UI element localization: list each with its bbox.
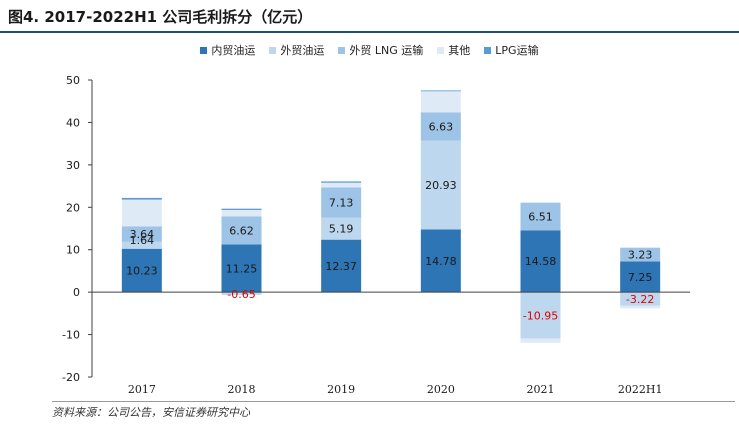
bar-segment-2020 (420, 91, 461, 113)
bar-segment-2018 (221, 244, 262, 293)
data-label: -3.22 (626, 293, 654, 306)
x-tick-label: 2017 (128, 383, 156, 396)
bar-segment-2018 (221, 208, 262, 210)
data-label: 20.93 (425, 179, 457, 192)
x-tick-label: 2022H1 (618, 383, 663, 396)
bar-segment-2020 (420, 140, 461, 230)
x-tick-label: 2021 (527, 383, 555, 396)
bar-segment-2021 (520, 230, 561, 293)
bar-segment-2019 (321, 239, 362, 293)
bar-segment-2020 (420, 229, 461, 293)
y-tick-label: 10 (66, 244, 80, 257)
legend-label: 外贸 LNG 运输 (349, 44, 424, 57)
legend-label: 内贸油运 (211, 44, 256, 57)
source-divider (52, 401, 735, 402)
bar-segment-2022H1 (620, 261, 661, 293)
legend-item-foreign-lng: 外贸 LNG 运输 (338, 42, 423, 58)
x-tick-label: 2019 (327, 383, 355, 396)
data-label: 1.64 (130, 234, 155, 247)
y-tick-label: 50 (66, 74, 80, 87)
bar-segment-2017 (121, 197, 162, 200)
legend-item-lpg: LPG运输 (484, 42, 539, 58)
bar-segment-2021 (520, 338, 561, 343)
bar-segment-2019 (321, 181, 362, 183)
x-tick-label: 2020 (427, 383, 455, 396)
bar-segment-2021 (520, 292, 561, 339)
bar-segment-2020 (420, 112, 461, 141)
data-label: 6.62 (229, 224, 254, 237)
y-tick-label: -20 (62, 371, 80, 384)
bar-segment-2019 (321, 217, 362, 240)
data-label: 14.78 (425, 255, 457, 268)
bar-segment-2022H1 (620, 305, 661, 309)
data-label: 3.23 (628, 249, 653, 262)
legend-item-foreign-oil: 外贸油运 (269, 42, 324, 58)
y-tick-label: 20 (66, 201, 80, 214)
bar-segment-2018 (221, 292, 262, 295)
title-divider (0, 31, 739, 33)
data-label: 5.19 (329, 223, 354, 236)
bar-segment-2017 (121, 248, 162, 293)
chart-title: 图4. 2017-2022H1 公司毛利拆分（亿元） (8, 8, 313, 26)
x-tick-label: 2018 (228, 383, 256, 396)
bar-segment-2022H1 (620, 292, 661, 306)
legend: 内贸油运 外贸油运 外贸 LNG 运输 其他 LPG运输 (0, 42, 739, 58)
legend-swatch (269, 46, 277, 54)
legend-swatch (484, 46, 492, 54)
source-note: 资料来源：公司公告，安信证券研究中心 (52, 406, 250, 419)
legend-item-other: 其他 (437, 42, 470, 58)
data-label: 6.51 (528, 210, 553, 223)
data-label: 10.23 (126, 264, 158, 277)
bar-segment-2019 (321, 187, 362, 218)
bar-segment-2019 (321, 182, 362, 188)
data-label: 12.37 (325, 260, 357, 273)
y-tick-label: 40 (66, 116, 80, 129)
bar-segment-2020 (420, 90, 461, 92)
bar-segment-2022H1 (620, 247, 661, 262)
data-label: -10.95 (523, 309, 558, 322)
legend-swatch (200, 46, 208, 54)
bar-segment-2018 (221, 216, 262, 245)
legend-label: 其他 (448, 44, 471, 57)
bar-segment-2021 (520, 202, 561, 231)
legend-swatch (437, 46, 445, 54)
y-tick-label: -10 (62, 329, 80, 342)
data-label: 7.25 (628, 271, 653, 284)
data-label: 7.13 (329, 197, 354, 210)
bar-segment-2018 (221, 209, 262, 217)
bar-segment-2017 (121, 199, 162, 227)
bar-segment-2017 (121, 226, 162, 242)
legend-label: LPG运输 (495, 44, 539, 57)
legend-item-domestic-oil: 内贸油运 (200, 42, 255, 58)
data-label: 14.58 (525, 255, 557, 268)
y-tick-label: 0 (73, 286, 80, 299)
legend-swatch (338, 46, 346, 54)
data-label: -0.65 (227, 288, 255, 301)
y-tick-label: 30 (66, 159, 80, 172)
data-label: 3.64 (130, 228, 155, 241)
data-label: 11.25 (226, 262, 258, 275)
bar-segment-2017 (121, 241, 162, 249)
legend-label: 外贸油运 (280, 44, 325, 57)
data-label: 6.63 (429, 121, 454, 134)
